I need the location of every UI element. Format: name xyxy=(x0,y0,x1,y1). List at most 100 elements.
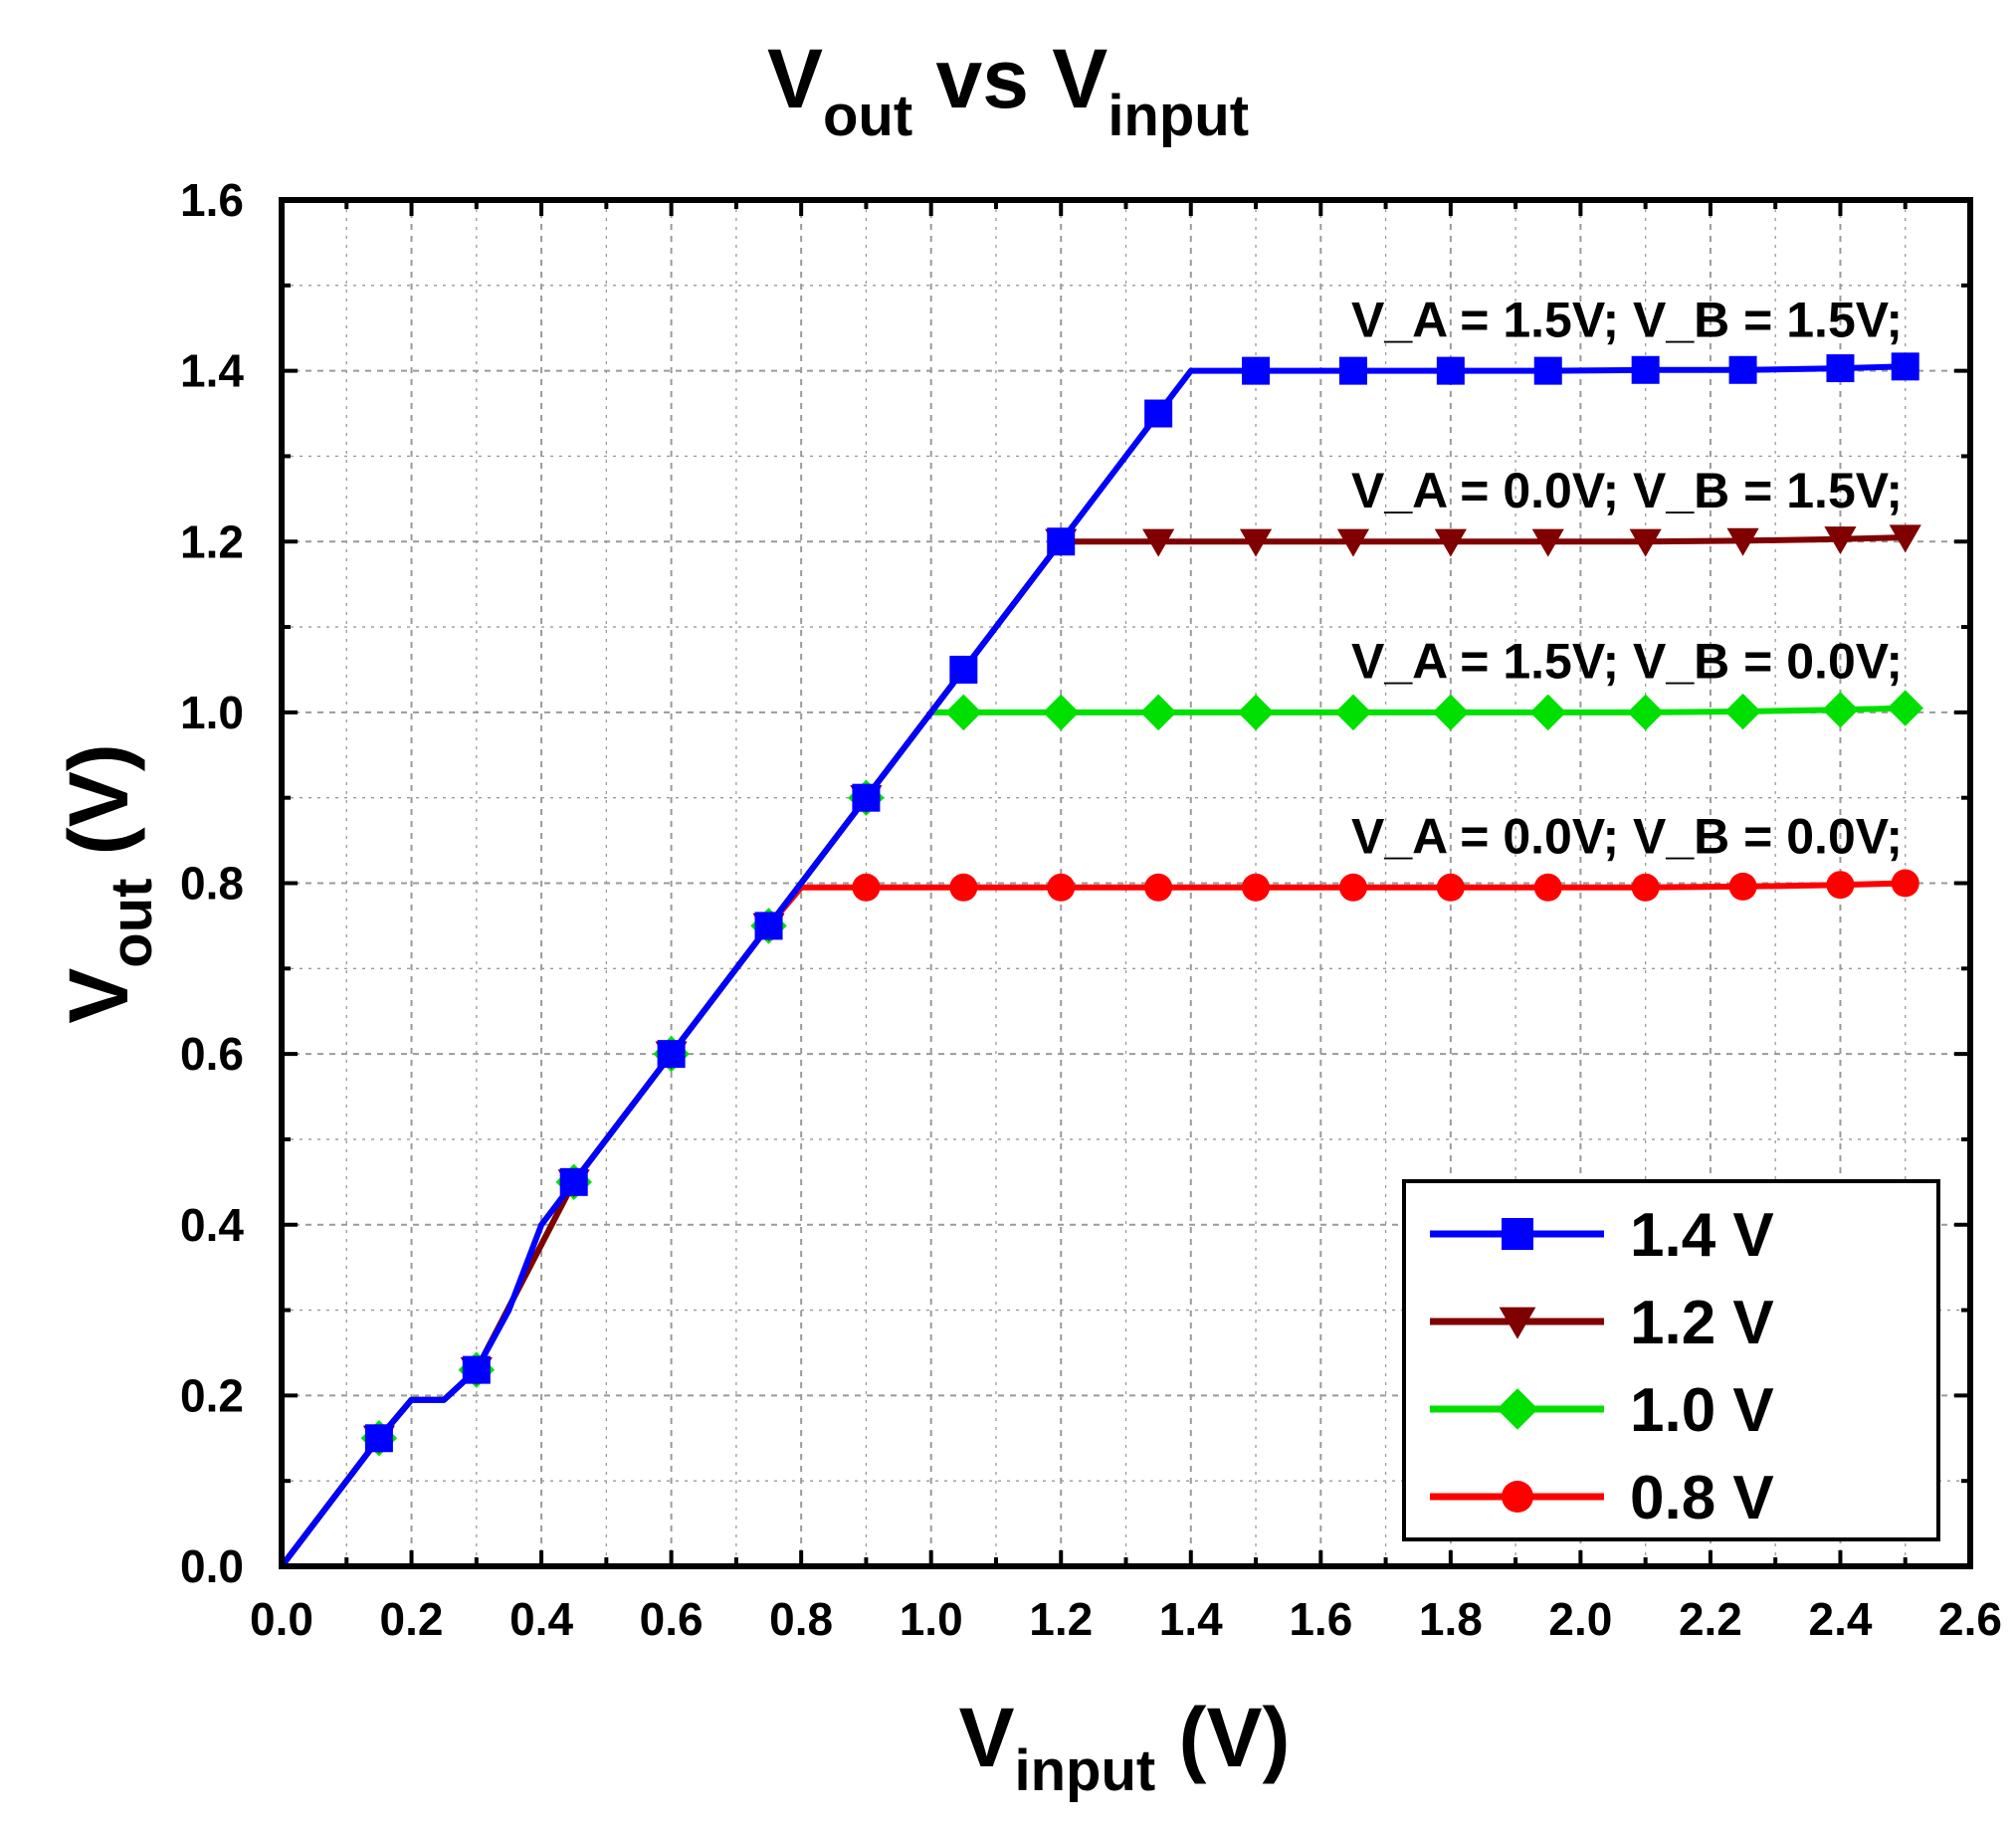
legend-item: 1.2 V xyxy=(1430,1289,1774,1357)
legend-label: 0.8 V xyxy=(1630,1464,1774,1532)
legend-label: 1.4 V xyxy=(1630,1201,1774,1270)
data-point-square xyxy=(1728,355,1757,384)
data-point-triangle-down xyxy=(1336,528,1370,557)
y-tick-label: 1.6 xyxy=(180,174,244,226)
x-tick-label: 0.8 xyxy=(769,1593,833,1645)
data-point-square xyxy=(949,655,978,684)
data-point-square xyxy=(1631,355,1660,384)
data-point-square xyxy=(754,912,783,940)
data-point-circle xyxy=(1144,873,1173,902)
series-1-4-v xyxy=(279,352,1919,1568)
data-point-circle xyxy=(949,873,978,902)
data-point-triangle-down xyxy=(1726,527,1759,556)
title-sub1: out xyxy=(823,84,912,148)
x-tick-label: 1.2 xyxy=(1029,1593,1093,1645)
data-point-square xyxy=(1242,356,1271,385)
y-tick-label: 0.8 xyxy=(180,858,244,910)
x-tick-label: 2.4 xyxy=(1808,1593,1872,1645)
data-point-diamond xyxy=(1237,694,1275,731)
legend-label: 1.0 V xyxy=(1630,1376,1774,1445)
data-point-square xyxy=(1826,354,1855,383)
data-point-diamond xyxy=(1043,694,1080,731)
y-tick-label: 0.2 xyxy=(180,1369,244,1421)
x-label-sub: input xyxy=(1015,1738,1156,1803)
data-point-diamond xyxy=(1139,694,1177,731)
title-sub2: input xyxy=(1108,84,1249,148)
data-point-square xyxy=(1047,527,1076,556)
data-point-square xyxy=(852,783,881,812)
data-point-diamond xyxy=(945,694,982,731)
x-tick-label: 1.4 xyxy=(1159,1593,1223,1645)
data-point-diamond xyxy=(1627,694,1664,731)
title-mid: vs V xyxy=(912,32,1108,125)
data-point-circle xyxy=(1242,873,1271,902)
x-tick-label: 2.0 xyxy=(1548,1593,1612,1645)
data-point-triangle-down xyxy=(1889,524,1921,553)
data-point-square xyxy=(1436,356,1465,385)
data-point-square xyxy=(559,1167,588,1196)
data-point-circle xyxy=(852,873,881,902)
data-point-circle xyxy=(1436,873,1465,902)
chart-title: Vout vs Vinput xyxy=(767,32,1249,148)
legend-item: 1.4 V xyxy=(1430,1201,1774,1270)
data-point-diamond xyxy=(1822,692,1859,728)
annotation-layer: V_A = 1.5V; V_B = 1.5V; V_A = 0.0V; V_B =… xyxy=(1351,292,1903,864)
data-point-circle xyxy=(1338,873,1367,902)
y-tick-label: 1.4 xyxy=(180,345,244,397)
data-point-diamond xyxy=(1432,694,1470,731)
legend: 1.4 V 1.2 V 1.0 V 0.8 V xyxy=(1402,1179,1940,1541)
data-point-circle xyxy=(1728,872,1757,901)
x-tick-label: 0.0 xyxy=(250,1593,313,1645)
title-main: V xyxy=(767,32,823,125)
data-point-triangle-down xyxy=(1629,528,1662,557)
data-point-circle xyxy=(1826,871,1855,900)
data-point-diamond xyxy=(1529,694,1566,731)
series-annotation: V_A = 0.0V; V_B = 0.0V; xyxy=(1351,809,1903,865)
y-tick-label: 1.0 xyxy=(180,687,244,738)
y-tick-label: 0.4 xyxy=(180,1199,244,1251)
data-point-triangle-down xyxy=(1142,528,1175,557)
legend-box xyxy=(1402,1179,1940,1541)
data-point-circle xyxy=(1631,873,1660,902)
series-annotation: V_A = 0.0V; V_B = 1.5V; xyxy=(1351,463,1903,518)
data-point-triangle-down xyxy=(1239,528,1273,557)
data-point-square xyxy=(1502,1218,1533,1250)
x-tick-label: 0.4 xyxy=(509,1593,573,1645)
x-label-main: V xyxy=(958,1691,1014,1784)
data-point-diamond xyxy=(1497,1388,1538,1430)
x-tick-label: 1.0 xyxy=(900,1593,963,1645)
axis-ticks: 0.0 0.2 0.4 0.6 0.8 1.0 1.2 1.4 1.6 1.8 2.0 2.2 2.4 2… xyxy=(180,174,2002,1645)
legend-label: 1.2 V xyxy=(1630,1289,1774,1357)
legend-item: 0.8 V xyxy=(1430,1464,1774,1532)
x-tick-label: 0.6 xyxy=(640,1593,704,1645)
data-point-diamond xyxy=(1887,690,1923,726)
y-label-sub: out xyxy=(100,879,164,968)
series-layer xyxy=(279,352,1923,1568)
data-point-circle xyxy=(1047,873,1076,902)
series-annotation: V_A = 1.5V; V_B = 1.5V; xyxy=(1351,292,1903,347)
series-annotation: V_A = 1.5V; V_B = 0.0V; xyxy=(1351,634,1903,690)
y-label-main: V xyxy=(52,968,145,1024)
data-point-square xyxy=(1144,399,1173,428)
legend-item: 1.0 V xyxy=(1430,1376,1774,1445)
data-point-diamond xyxy=(1334,694,1372,731)
y-tick-label: 1.2 xyxy=(180,515,244,567)
data-point-circle xyxy=(1891,869,1919,898)
y-tick-label: 0.0 xyxy=(180,1540,244,1592)
data-point-triangle-down xyxy=(1499,1307,1536,1339)
y-tick-label: 0.6 xyxy=(180,1028,244,1080)
y-label-suffix: (V) xyxy=(52,743,145,878)
data-point-triangle-down xyxy=(1434,528,1467,557)
data-point-triangle-down xyxy=(1824,526,1857,555)
data-point-square xyxy=(1891,352,1919,381)
data-point-square xyxy=(462,1355,491,1384)
data-point-triangle-down xyxy=(1531,528,1564,557)
x-label-suffix: (V) xyxy=(1155,1691,1290,1784)
x-tick-label: 1.6 xyxy=(1289,1593,1352,1645)
data-point-circle xyxy=(1502,1481,1533,1513)
x-tick-label: 2.6 xyxy=(1938,1593,2002,1645)
data-point-square xyxy=(1338,356,1367,385)
x-tick-label: 0.2 xyxy=(380,1593,444,1645)
